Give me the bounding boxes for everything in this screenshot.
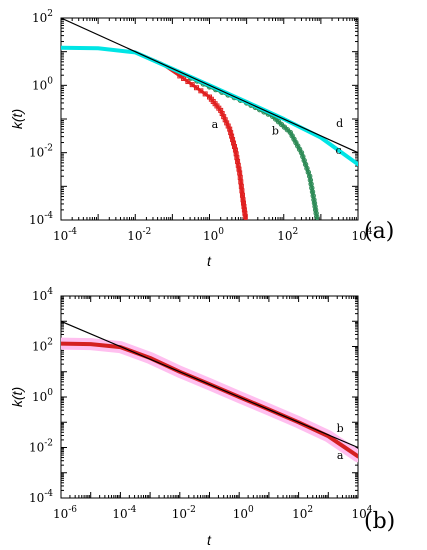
series-labels-a: a b c d — [212, 117, 344, 157]
y-tick-label: 10-2 — [29, 439, 53, 455]
y-tick-label: 102 — [32, 9, 53, 25]
chart-a: 10-4 10-2 100 102 104 10-4 10-2 100 102 a b c d t k… — [9, 9, 394, 269]
series-a-marker — [240, 200, 246, 206]
series-a-marker — [189, 82, 195, 88]
y-tick-label: 100 — [32, 388, 53, 404]
series-a-marker — [241, 203, 247, 209]
series-b-marker — [311, 200, 318, 206]
y-axis-label-a: k(t) — [9, 109, 25, 129]
series-b-marker — [311, 197, 317, 203]
x-tick-label: 100 — [233, 505, 254, 521]
series-a-marker — [231, 140, 237, 146]
series-labels-b: ab — [337, 422, 344, 462]
series-label-b: b — [337, 422, 344, 435]
series-b-marker — [312, 207, 319, 213]
series-a-marker — [242, 214, 248, 220]
x-tick-label: 100 — [203, 227, 224, 243]
series-b-marker — [278, 121, 285, 128]
series-a-marker — [242, 210, 248, 216]
y-tick-label: 10-4 — [29, 489, 53, 505]
x-tick-label: 102 — [277, 227, 298, 243]
y-tick-label: 10-4 — [29, 211, 53, 227]
series-a-marker — [181, 75, 187, 81]
series-line-d — [61, 18, 358, 154]
series-b-marker — [275, 118, 282, 125]
tick-labels-a: 10-4 10-2 100 102 104 10-4 10-2 100 102 — [29, 9, 373, 243]
series-label-b: b — [272, 124, 279, 137]
x-tick-label: 104 — [351, 227, 372, 243]
plot-frame-b — [60, 295, 359, 499]
panel-label-a: (a) — [364, 219, 394, 244]
y-axis-label-b: k(t) — [9, 387, 25, 407]
series-label-d: d — [336, 117, 343, 130]
y-tick-label: 10-2 — [29, 144, 53, 160]
x-tick-label: 10-6 — [53, 505, 77, 521]
x-tick-label: 104 — [351, 505, 372, 521]
series-a-highlight — [61, 337, 358, 463]
series-label-a: a — [212, 118, 219, 131]
series-a-marker — [231, 144, 237, 150]
x-tick-label: 102 — [292, 505, 313, 521]
series-a-marker — [241, 207, 247, 213]
x-tick-label: 10-4 — [112, 505, 136, 521]
series-a — [61, 18, 358, 220]
series-a-marker — [240, 197, 246, 203]
x-tick-label: 10-2 — [172, 505, 196, 521]
ticks-a — [60, 17, 359, 221]
series-b-marker — [313, 210, 319, 216]
series-a-marker — [185, 79, 191, 85]
series-label-a: a — [337, 449, 344, 462]
y-tick-label: 104 — [32, 287, 53, 303]
series-b-marker — [284, 127, 291, 133]
series-a-marker — [202, 91, 208, 97]
y-tick-label: 100 — [32, 76, 53, 92]
series-b-marker — [281, 124, 288, 130]
series-label-c: c — [336, 144, 342, 157]
series-a-marker — [227, 126, 233, 132]
x-tick-label: 10-2 — [127, 227, 151, 243]
ticks-b — [60, 295, 359, 499]
series-b — [61, 320, 358, 463]
x-axis-label-a: t — [207, 253, 212, 269]
series-line-a — [61, 46, 248, 220]
series-b-marker — [312, 203, 318, 210]
series-a-marker — [228, 130, 234, 136]
series-line-a — [61, 341, 358, 459]
series-line-c — [61, 45, 358, 167]
y-tick-label: 102 — [32, 338, 53, 354]
series-a-marker — [229, 133, 235, 139]
series-a-marker — [194, 85, 200, 91]
series-a-marker — [230, 137, 236, 143]
series-line-b — [61, 320, 358, 449]
series-b-marker — [314, 213, 320, 220]
x-tick-label: 10-4 — [53, 227, 77, 243]
series-a-marker — [198, 88, 204, 94]
x-axis-label-b: t — [207, 532, 212, 548]
panel-label-b: (b) — [364, 509, 395, 534]
